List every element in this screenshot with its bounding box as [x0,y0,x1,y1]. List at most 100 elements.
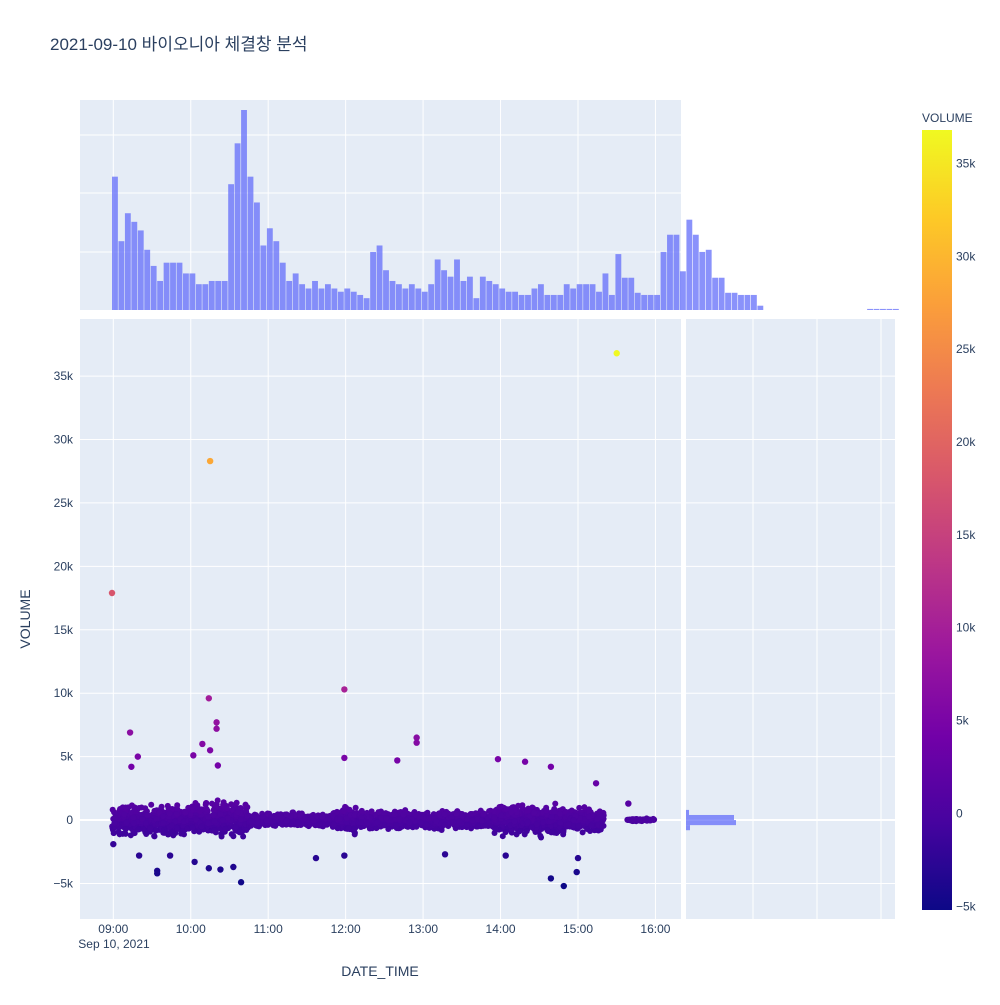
scatter-point [557,819,564,826]
colorbar: VOLUME −5k 0 5k 10k 15k 20k 25k 30k 35k [922,111,977,913]
x-histogram-bar [531,288,538,310]
x-histogram-bar [337,291,344,310]
scatter-point [581,804,588,811]
x-histogram-bar [402,288,409,310]
scatter-point [196,808,203,815]
scatter-point [521,758,529,765]
x-histogram-bar [492,284,499,310]
scatter-point [316,820,323,827]
scatter-point [178,830,185,837]
scatter-point [453,810,460,817]
scatter-point [259,813,266,820]
scatter-point [588,822,595,829]
scatter-point [570,817,577,824]
scatter-point [524,819,531,826]
x-histogram-bar [615,254,622,310]
scatter-point [152,827,159,834]
scatter-point [211,827,218,834]
scatter-point [330,821,337,828]
scatter-point [508,809,515,816]
x-histogram-bar [350,291,357,310]
scatter-point [413,739,420,746]
scatter-point [450,819,457,826]
y-axis-title: VOLUME [17,589,33,648]
scatter-point [368,808,375,815]
scatter-point [456,818,463,825]
scatter-point [205,820,212,827]
y-histogram-bar [686,814,734,821]
scatter-point [469,817,476,824]
scatter-point [128,763,135,770]
chart-title: 2021-09-10 바이오니아 체결창 분석 [50,35,308,54]
scatter-point [189,824,196,831]
x-histogram-bar [479,276,486,310]
x-histogram-bar [324,284,331,310]
x-histogram-bar [254,202,260,310]
scatter-point [574,854,582,862]
y-tick-label: −5k [53,876,74,890]
x-histogram-bar [273,241,280,310]
colorbar-tick-label: 5k [956,714,970,728]
x-histogram-bar [460,280,467,310]
scatter-point [498,812,505,819]
scatter-point [122,830,129,837]
scatter-point [301,815,308,822]
x-histogram-bar [124,213,131,310]
x-histogram-bar [634,292,641,310]
x-histogram-bar [383,270,389,310]
x-histogram-bar [247,176,254,310]
scatter-point [517,827,524,834]
x-histogram-bar [163,262,170,310]
scatter-point [205,695,213,702]
y-tick-label: 5k [60,750,74,764]
x-histogram-bar [202,284,209,310]
x-histogram-bar [454,259,460,310]
scatter-point [556,824,563,831]
x-histogram-bar [112,176,118,310]
x-histogram-bar [738,294,744,310]
scatter-point [341,686,348,693]
scatter-point [393,822,400,829]
x-histogram-bar [195,284,202,310]
scatter-point [579,829,586,836]
scatter-point [174,802,181,809]
scatter-point [147,825,154,832]
scatter-point [502,829,509,836]
scatter-point [237,816,244,823]
scatter-point [319,813,326,820]
scatter-point [191,858,198,866]
scatter-point [346,806,353,813]
x-histogram-bar [892,308,899,310]
x-histogram-bar [525,294,531,310]
x-histogram-bar [176,262,183,310]
scatter-point [312,854,320,862]
x-histogram-bar [286,280,293,310]
scatter-point [336,815,343,822]
scatter-point [513,831,520,838]
scatter-point [156,809,163,816]
scatter-point [214,762,222,769]
scatter-point [128,810,135,817]
scatter-point [341,852,348,859]
x-tick-label: 09:00 [98,922,128,936]
scatter-point [295,819,302,826]
scatter-point [458,813,465,820]
scatter-point [210,811,217,818]
scatter-point [543,811,550,818]
scatter-point [557,810,564,817]
scatter-point [441,811,448,818]
x-histogram-bar [395,284,402,310]
scatter-point [190,752,197,759]
x-date-label: Sep 10, 2021 [78,937,150,951]
x-histogram-bar [137,230,144,310]
x-histogram-bar [189,273,196,310]
x-histogram-bar [318,288,325,310]
scatter-point [242,801,249,808]
y-tick-label: 10k [54,686,74,700]
scatter-point [463,815,470,822]
scatter-point [206,457,214,465]
scatter-point [352,804,359,811]
scatter-point [523,828,530,835]
scatter-point [143,812,150,819]
